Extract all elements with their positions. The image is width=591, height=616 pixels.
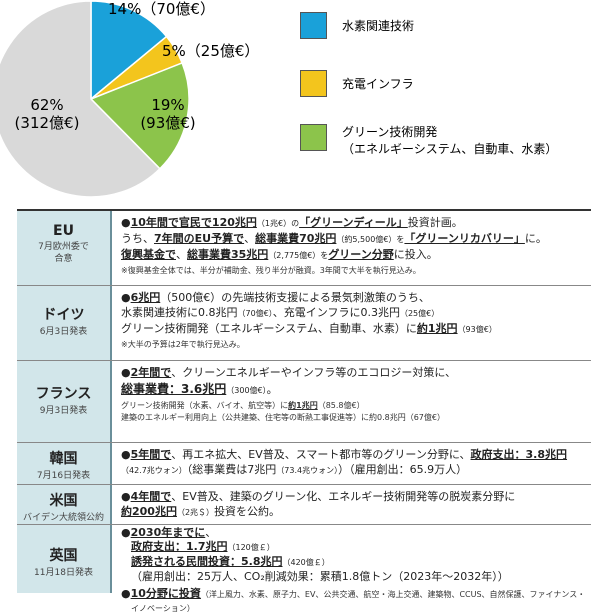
table-row-germany: ドイツ 6月3日発表 ●6兆円（500億€）の先端技術支援による景気刺激策のうち…	[17, 286, 591, 361]
content-cell: ●2030年までに、 政府支出：1.7兆円（120億￡） 誘発される民間投資：5…	[115, 525, 591, 613]
region-cell: EU 7月欧州委で 合意	[17, 211, 112, 285]
legend-swatch	[300, 70, 327, 97]
legend-swatch	[300, 12, 327, 39]
pie-slice-other	[0, 0, 161, 198]
pie-label-green-tech: 19% (93億€)	[140, 96, 196, 132]
pie-slice-green-tech	[89, 61, 190, 170]
content-note: 建築のエネルギー利用向上（公共建築、住宅等の断熱工事促進等）に約0.8兆円（67…	[121, 413, 445, 422]
region-cell: 英国 11月18日発表	[17, 525, 112, 593]
region-name: ドイツ	[42, 307, 85, 323]
content-cell: ●4年間で、EV普及、建築のグリーン化、エネルギー技術開発等の脱炭素分野に 約2…	[115, 485, 591, 524]
content-cell: ●6兆円（500億€）の先端技術支援による景気刺激策のうち、 水素関連技術に0.…	[115, 286, 591, 360]
region-date: 11月18日発表	[34, 568, 93, 578]
pie-chart	[0, 0, 190, 198]
content-cell: ●5年間で、再エネ拡大、EV普及、スマート都市等のグリーン分野に、政府支出：3.…	[115, 443, 591, 484]
content-line: （雇用創出：25万人、CO₂削減効果：累積1.8億トン（2023年～2032年）…	[131, 570, 509, 583]
content-line: （42.7兆ウォン）（総事業費は7兆円（73.4兆ウォン））（雇用創出：65.9…	[121, 463, 468, 476]
region-date: 7月16日発表	[36, 471, 91, 481]
region-name: 米国	[49, 493, 78, 509]
content-line: うち、7年間のEU予算で、総事業費70兆円（約5,500億€）を「グリーンリカバ…	[121, 232, 547, 245]
legend-label: 水素関連技術	[342, 19, 415, 33]
legend-label: グリーン技術開発	[342, 125, 438, 139]
pie-label-other: 62% (312億€)	[14, 96, 80, 132]
legend-label-sub: （エネルギーシステム、自動車、水素）	[342, 142, 558, 156]
content-cell: ●2年間で、クリーンエネルギーやインフラ等のエコロジー対策に、 総事業費：3.6…	[115, 361, 591, 442]
content-line: 約200兆円（2兆＄）投資を公約。	[121, 505, 281, 518]
content-line: 政府支出：1.7兆円（120億￡）	[131, 540, 275, 553]
pie-slice-hydrogen	[90, 0, 168, 101]
region-name: フランス	[35, 386, 92, 402]
table-row-uk: 英国 11月18日発表 ●2030年までに、 政府支出：1.7兆円（120億￡）…	[17, 525, 591, 613]
content-line: ●2年間で、クリーンエネルギーやインフラ等のエコロジー対策に、	[121, 366, 457, 379]
table-row-france: フランス 9月3日発表 ●2年間で、クリーンエネルギーやインフラ等のエコロジー対…	[17, 361, 591, 443]
table-row-usa: 米国 バイデン大統領公約 ●4年間で、EV普及、建築のグリーン化、エネルギー技術…	[17, 485, 591, 525]
content-line: ●4年間で、EV普及、建築のグリーン化、エネルギー技術開発等の脱炭素分野に	[121, 490, 516, 503]
content-line: 総事業費：3.6兆円（300億€）。	[121, 382, 278, 396]
pie-label-hydrogen: 14%（70億€）	[108, 0, 215, 18]
content-note: グリーン技術開発（水素、バイオ、航空等）に約1兆円（85.8億€）	[121, 401, 365, 410]
content-line: 水素関連技術に0.8兆円（70億€）、充電インフラに0.3兆円（25億€）	[121, 306, 440, 319]
content-line: 誘発される民間投資：5.8兆円（420億￡）	[131, 555, 330, 568]
region-name: EU	[53, 223, 74, 239]
region-name: 英国	[49, 548, 78, 564]
content-cell: ●10年間で官民で120兆円（1兆€）の「グリーンディール」投資計画。 うち、7…	[115, 211, 591, 285]
region-date: 6月3日発表	[39, 327, 88, 337]
region-cell: フランス 9月3日発表	[17, 361, 112, 442]
policy-table: EU 7月欧州委で 合意 ●10年間で官民で120兆円（1兆€）の「グリーンディ…	[17, 209, 591, 613]
pie-label-charging: 5%（25億€）	[162, 42, 260, 60]
content-line: ●10年間で官民で120兆円（1兆€）の「グリーンディール」投資計画。	[121, 216, 463, 229]
region-name: 韓国	[49, 451, 78, 467]
content-line: ●10分野に投資（洋上風力、水素、原子力、EV、公共交通、航空・海上交通、建築物…	[121, 587, 586, 600]
region-date: バイデン大統領公約	[22, 513, 104, 523]
region-cell: ドイツ 6月3日発表	[17, 286, 112, 360]
region-date: 7月欧州委で 合意	[38, 242, 89, 264]
legend-label: 充電インフラ	[342, 77, 414, 91]
region-cell: 米国 バイデン大統領公約	[17, 485, 112, 524]
content-note: イノベーション）	[131, 604, 195, 613]
content-note: ※大半の予算は2年で執行見込み。	[121, 340, 245, 349]
region-cell: 韓国 7月16日発表	[17, 443, 112, 484]
content-line: ●2030年までに、	[121, 526, 217, 539]
content-line: ●6兆円（500億€）の先端技術支援による景気刺激策のうち、	[121, 291, 430, 304]
content-line: グリーン技術開発（エネルギーシステム、自動車、水素）に約1兆円（93億€）	[121, 322, 497, 335]
table-row-korea: 韓国 7月16日発表 ●5年間で、再エネ拡大、EV普及、スマート都市等のグリーン…	[17, 443, 591, 485]
region-date: 9月3日発表	[39, 406, 88, 416]
table-row-eu: EU 7月欧州委で 合意 ●10年間で官民で120兆円（1兆€）の「グリーンディ…	[17, 211, 591, 286]
content-line: ●5年間で、再エネ拡大、EV普及、スマート都市等のグリーン分野に、政府支出：3.…	[121, 448, 568, 461]
content-note: ※復興基金全体では、半分が補助金、残り半分が融資。3年間で大半を執行見込み。	[121, 266, 421, 275]
legend-swatch	[300, 124, 327, 151]
content-line: 復興基金で、総事業費35兆円（2,775億€）をグリーン分野に投入。	[121, 248, 438, 261]
